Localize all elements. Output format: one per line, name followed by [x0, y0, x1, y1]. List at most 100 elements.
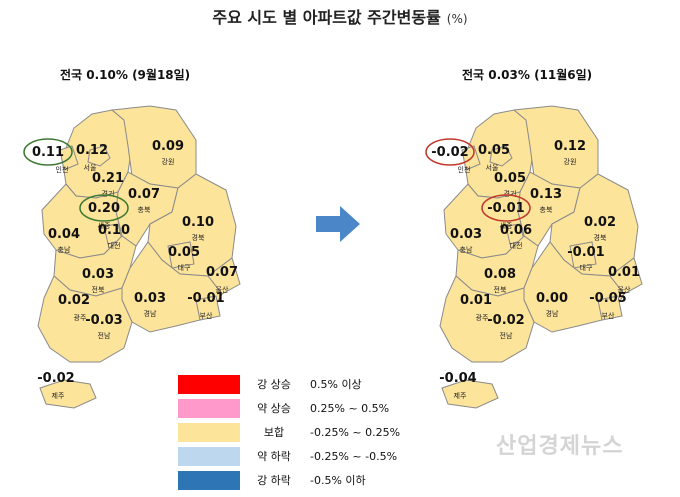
legend: 강 상승 0.5% 이상 약 상승 0.25% ~ 0.5% 보합 -0.25% ~ 0.…	[178, 372, 428, 492]
value-제주: -0.04	[439, 371, 476, 386]
legend-range: 0.25% ~ 0.5%	[310, 401, 390, 415]
region-name-제주: 제주	[454, 392, 467, 400]
value-전남: -0.02	[487, 313, 524, 328]
region-name-경남: 경남	[144, 309, 157, 318]
region-name-경남: 경남	[546, 309, 559, 318]
legend-swatch	[178, 446, 240, 466]
highlight-ring-세종	[79, 194, 129, 222]
province-제주	[39, 379, 97, 409]
region-name-전남: 전남	[98, 331, 111, 340]
legend-row: 약 하락 -0.25% ~ -0.5%	[178, 444, 428, 468]
highlight-ring-인천	[425, 138, 475, 166]
region-name-울산: 울산	[216, 285, 229, 294]
value-전북: 0.03	[82, 267, 114, 282]
region-name-강원: 강원	[162, 157, 175, 166]
region-name-경북: 경북	[192, 233, 205, 242]
value-경기: 0.05	[494, 171, 526, 186]
region-name-광주: 광주	[476, 314, 489, 322]
region-name-세종: 세종	[98, 221, 111, 230]
region-name-인천: 인천	[458, 165, 471, 174]
right-map: -0.02인천0.05서울0.05경기0.12강원0.13충북-0.01세종0.…	[425, 105, 643, 409]
value-경북: 0.10	[182, 215, 214, 230]
province-서울	[87, 145, 111, 167]
value-대구: -0.01	[567, 245, 604, 260]
value-울산: 0.07	[206, 265, 238, 280]
region-name-부산: 부산	[200, 311, 213, 320]
value-경남: 0.00	[536, 291, 568, 306]
region-name-인천: 인천	[56, 165, 69, 174]
province-대구	[569, 241, 597, 269]
region-name-충북: 충북	[138, 205, 151, 214]
title-unit: (%)	[446, 12, 468, 26]
region-name-광주: 광주	[74, 314, 87, 322]
value-광주: 0.02	[58, 293, 90, 308]
province-부산	[195, 295, 221, 321]
legend-swatch	[178, 422, 240, 442]
region-name-제주: 제주	[52, 392, 65, 400]
region-name-충남: 충남	[58, 245, 71, 254]
highlight-ring-세종	[481, 194, 531, 222]
province-충남	[41, 183, 123, 259]
region-name-울산: 울산	[618, 285, 631, 294]
value-광주: 0.01	[460, 293, 492, 308]
legend-label: 보합	[263, 426, 285, 439]
watermark: 산업경제뉴스	[496, 434, 624, 459]
value-충남: 0.03	[450, 227, 482, 242]
value-울산: 0.01	[608, 265, 640, 280]
region-name-경기: 경기	[102, 189, 115, 198]
value-경북: 0.02	[584, 215, 616, 230]
region-name-대구: 대구	[580, 264, 593, 272]
value-서울: 0.12	[76, 143, 108, 158]
province-제주	[441, 379, 499, 409]
value-부산: -0.05	[589, 291, 626, 306]
legend-swatch	[178, 470, 240, 490]
value-대전: 0.10	[98, 223, 130, 238]
legend-range: -0.5% 이하	[310, 474, 366, 487]
legend-range: -0.25% ~ -0.5%	[310, 449, 398, 463]
region-name-세종: 세종	[500, 221, 513, 230]
value-제주: -0.02	[37, 371, 74, 386]
value-인천: -0.02	[431, 145, 468, 160]
region-name-충북: 충북	[540, 205, 553, 214]
region-name-경북: 경북	[594, 233, 607, 242]
province-대구	[167, 241, 195, 269]
value-충북: 0.13	[530, 187, 562, 202]
region-name-부산: 부산	[602, 311, 615, 320]
value-강원: 0.09	[152, 139, 184, 154]
value-경기: 0.21	[92, 171, 124, 186]
value-대구: 0.05	[168, 245, 200, 260]
value-서울: 0.05	[478, 143, 510, 158]
province-전남	[439, 275, 535, 363]
right-arrow-icon	[316, 206, 360, 242]
highlight-ring-인천	[23, 138, 73, 166]
region-name-전남: 전남	[500, 331, 513, 340]
right-map-subtitle: 전국 0.03% (11월6일)	[462, 68, 593, 82]
value-경남: 0.03	[134, 291, 166, 306]
legend-range: -0.25% ~ 0.25%	[310, 425, 401, 439]
value-충남: 0.04	[48, 227, 80, 242]
legend-swatch	[178, 374, 240, 394]
region-name-전북: 전북	[494, 285, 507, 294]
region-name-경기: 경기	[504, 189, 517, 198]
region-name-서울: 서울	[486, 163, 499, 172]
value-강원: 0.12	[554, 139, 586, 154]
province-서울	[489, 145, 513, 167]
legend-label: 강 상승	[257, 378, 291, 391]
region-name-강원: 강원	[564, 157, 577, 166]
legend-swatch	[178, 398, 240, 418]
legend-row: 약 상승 0.25% ~ 0.5%	[178, 396, 428, 420]
legend-row: 보합 -0.25% ~ 0.25%	[178, 420, 428, 444]
province-충남	[443, 183, 525, 259]
legend-label: 약 상승	[257, 402, 291, 415]
value-세종: 0.20	[88, 201, 120, 216]
value-충북: 0.07	[128, 187, 160, 202]
legend-label: 약 하락	[257, 450, 291, 463]
value-인천: 0.11	[32, 145, 64, 160]
region-name-대구: 대구	[178, 264, 191, 272]
left-map-subtitle: 전국 0.10% (9월18일)	[60, 68, 191, 82]
region-name-대전: 대전	[108, 241, 121, 250]
value-부산: -0.01	[187, 291, 224, 306]
legend-label: 강 하락	[257, 474, 291, 487]
region-name-전북: 전북	[92, 285, 105, 294]
